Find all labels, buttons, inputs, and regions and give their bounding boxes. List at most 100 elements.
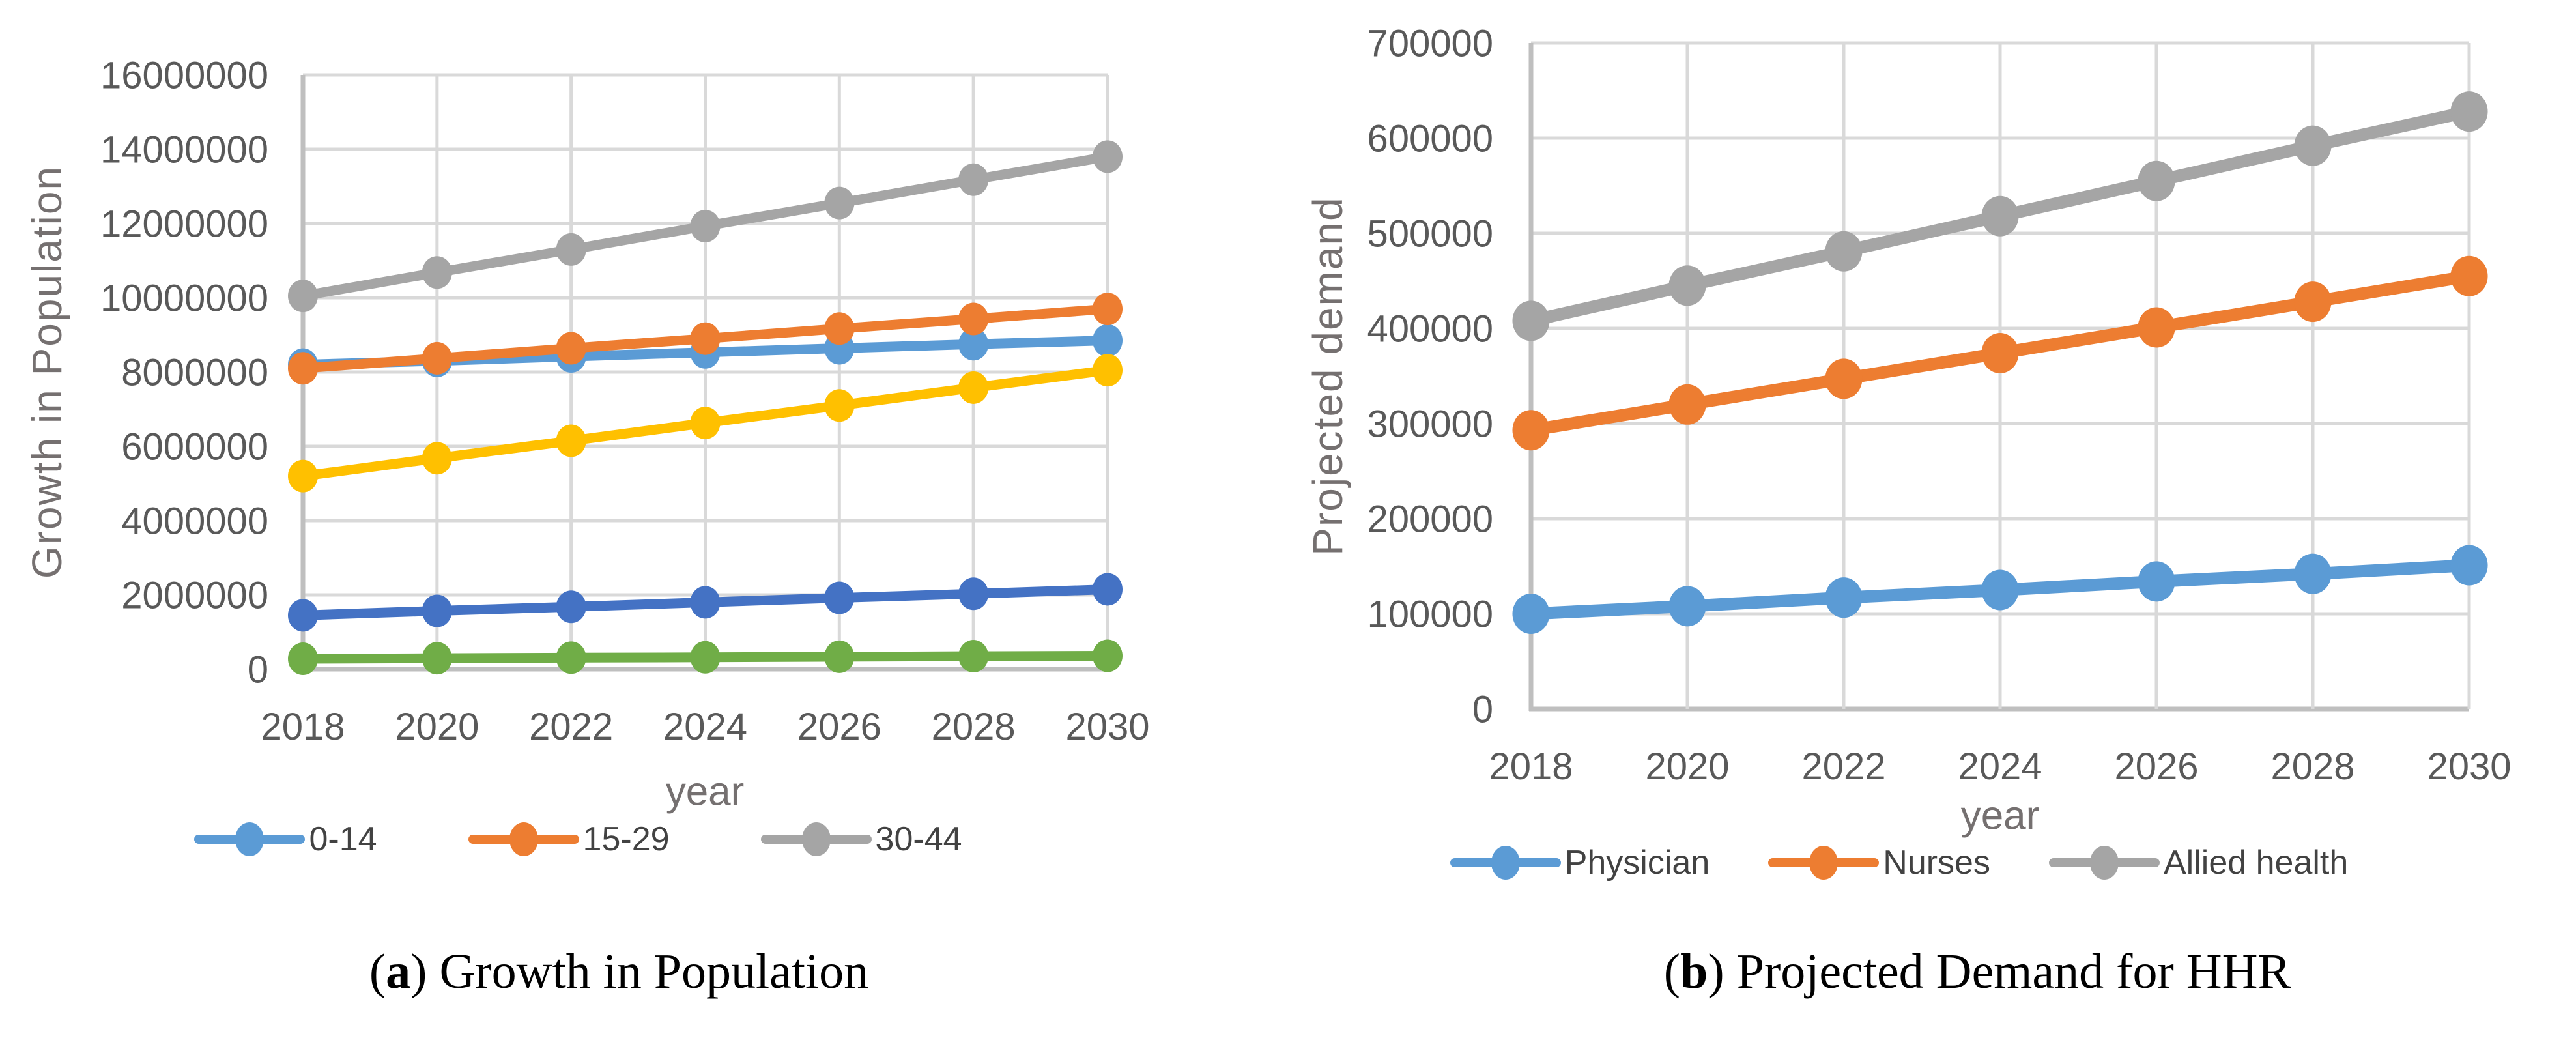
x-tick-label: 2020: [395, 706, 479, 748]
chart-b-legend: Physician Nurses Allied health: [1329, 839, 2469, 886]
data-point-#FFC000: [556, 424, 586, 457]
y-tick-label: 200000: [1367, 498, 1493, 540]
caption-b-open-paren: (: [1663, 944, 1681, 999]
data-point-Allied health: [2294, 125, 2332, 166]
x-tick-label: 2028: [932, 706, 1016, 748]
data-point-Nurses: [2294, 281, 2332, 323]
data-point-#4472C4: [1093, 573, 1123, 606]
data-point-30-44: [824, 186, 855, 220]
data-point-Nurses: [1825, 358, 1863, 399]
caption-a-close-paren: ): [410, 944, 440, 999]
legend-marker-icon: [2048, 846, 2160, 880]
data-point-30-44: [958, 163, 989, 196]
legend-dot: [509, 822, 538, 856]
y-tick-label: 6000000: [121, 425, 268, 468]
data-point-15-29: [556, 332, 586, 365]
data-point-30-44: [422, 256, 452, 289]
chart-a-caption: (a) Growth in Population: [369, 944, 868, 1000]
data-point-30-44: [288, 280, 318, 313]
y-tick-label: 10000000: [100, 277, 268, 319]
data-point-#FFC000: [690, 407, 721, 440]
legend-label: Allied health: [2163, 844, 2349, 882]
chart-a-legend: 0-14 15-29 30-44: [49, 816, 1108, 863]
chart-a-y-axis-title: Growth in Population: [23, 165, 70, 579]
data-point-Nurses: [1668, 384, 1706, 425]
data-point-#70AD47: [824, 640, 855, 673]
legend-marker-icon: [760, 822, 872, 856]
legend-label: 0-14: [309, 820, 377, 858]
legend-item-Nurses: Nurses: [1768, 843, 1990, 882]
y-tick-label: 0: [1472, 688, 1493, 730]
y-tick-label: 0: [248, 648, 268, 691]
data-point-#FFC000: [958, 371, 989, 404]
caption-b-index: b: [1680, 944, 1708, 999]
data-point-#FFC000: [288, 459, 318, 493]
data-point-30-44: [690, 209, 721, 242]
data-point-Physician: [1512, 594, 1550, 634]
data-point-#4472C4: [556, 590, 586, 624]
data-point-#FFC000: [422, 442, 452, 475]
data-point-15-29: [958, 302, 989, 336]
data-point-#4472C4: [824, 581, 855, 614]
x-tick-label: 2020: [1645, 745, 1729, 788]
data-point-30-44: [556, 233, 586, 266]
y-tick-label: 500000: [1367, 212, 1493, 255]
legend-label: Nurses: [1883, 844, 1990, 882]
x-tick-label: 2026: [797, 706, 881, 748]
data-point-Nurses: [2450, 255, 2488, 296]
data-point-15-29: [1093, 293, 1123, 326]
data-point-#70AD47: [1093, 639, 1123, 672]
legend-dot: [1491, 846, 1520, 880]
y-tick-label: 16000000: [100, 54, 268, 96]
legend-marker-icon: [194, 822, 306, 856]
x-tick-label: 2028: [2270, 745, 2354, 788]
data-point-Physician: [1981, 569, 2019, 611]
data-point-#FFC000: [1093, 354, 1123, 387]
y-tick-label: 2000000: [121, 574, 268, 616]
legend-item-30-44: 30-44: [760, 820, 962, 859]
legend-marker-icon: [1768, 846, 1880, 880]
chart-a-plot-area: 0 2000000 4000000 6000000 8000000 10000000 120…: [100, 54, 1150, 748]
x-tick-label: 2026: [2114, 745, 2198, 788]
data-point-#70AD47: [288, 642, 318, 676]
data-point-15-29: [422, 341, 452, 375]
legend-dot: [235, 822, 265, 856]
data-point-Allied health: [1668, 265, 1706, 306]
data-point-Allied health: [1512, 300, 1550, 341]
chart-b-plot-area: 0 100000 200000 300000 400000 500000 600000 700…: [1367, 22, 2511, 788]
legend-label: Physician: [1564, 844, 1710, 882]
data-point-#4472C4: [958, 577, 989, 611]
data-point-0-14: [1093, 324, 1123, 357]
caption-b-text: Projected Demand for HHR: [1736, 944, 2291, 999]
data-point-Physician: [2138, 561, 2175, 602]
y-tick-label: 100000: [1367, 593, 1493, 635]
y-tick-label: 300000: [1367, 403, 1493, 445]
chart-b-y-axis-title: Projected demand: [1304, 196, 1351, 556]
y-tick-label: 12000000: [100, 203, 268, 245]
data-point-Allied health: [1825, 231, 1863, 272]
data-point-Physician: [2450, 545, 2488, 586]
chart-b-x-axis-title: year: [1960, 793, 2040, 839]
legend-item-Physician: Physician: [1450, 843, 1710, 882]
x-tick-label: 2022: [529, 706, 613, 748]
data-point-#4472C4: [288, 599, 318, 632]
y-tick-label: 400000: [1367, 308, 1493, 350]
legend-marker-icon: [1450, 846, 1561, 880]
y-tick-label: 14000000: [100, 128, 268, 171]
y-tick-label: 700000: [1367, 22, 1493, 65]
data-point-#70AD47: [958, 640, 989, 673]
data-point-30-44: [1093, 140, 1123, 173]
data-point-0-14: [958, 328, 989, 361]
data-point-Physician: [1668, 586, 1706, 627]
x-tick-label: 2030: [2427, 745, 2511, 788]
legend-dot: [2089, 846, 2119, 880]
data-point-#70AD47: [690, 641, 721, 674]
x-tick-label: 2022: [1801, 745, 1885, 788]
y-tick-label: 8000000: [121, 351, 268, 394]
chart-a-x-axis-title: year: [665, 769, 745, 815]
y-tick-label: 4000000: [121, 500, 268, 542]
data-point-Allied health: [2138, 160, 2175, 201]
data-point-Physician: [1825, 577, 1863, 618]
